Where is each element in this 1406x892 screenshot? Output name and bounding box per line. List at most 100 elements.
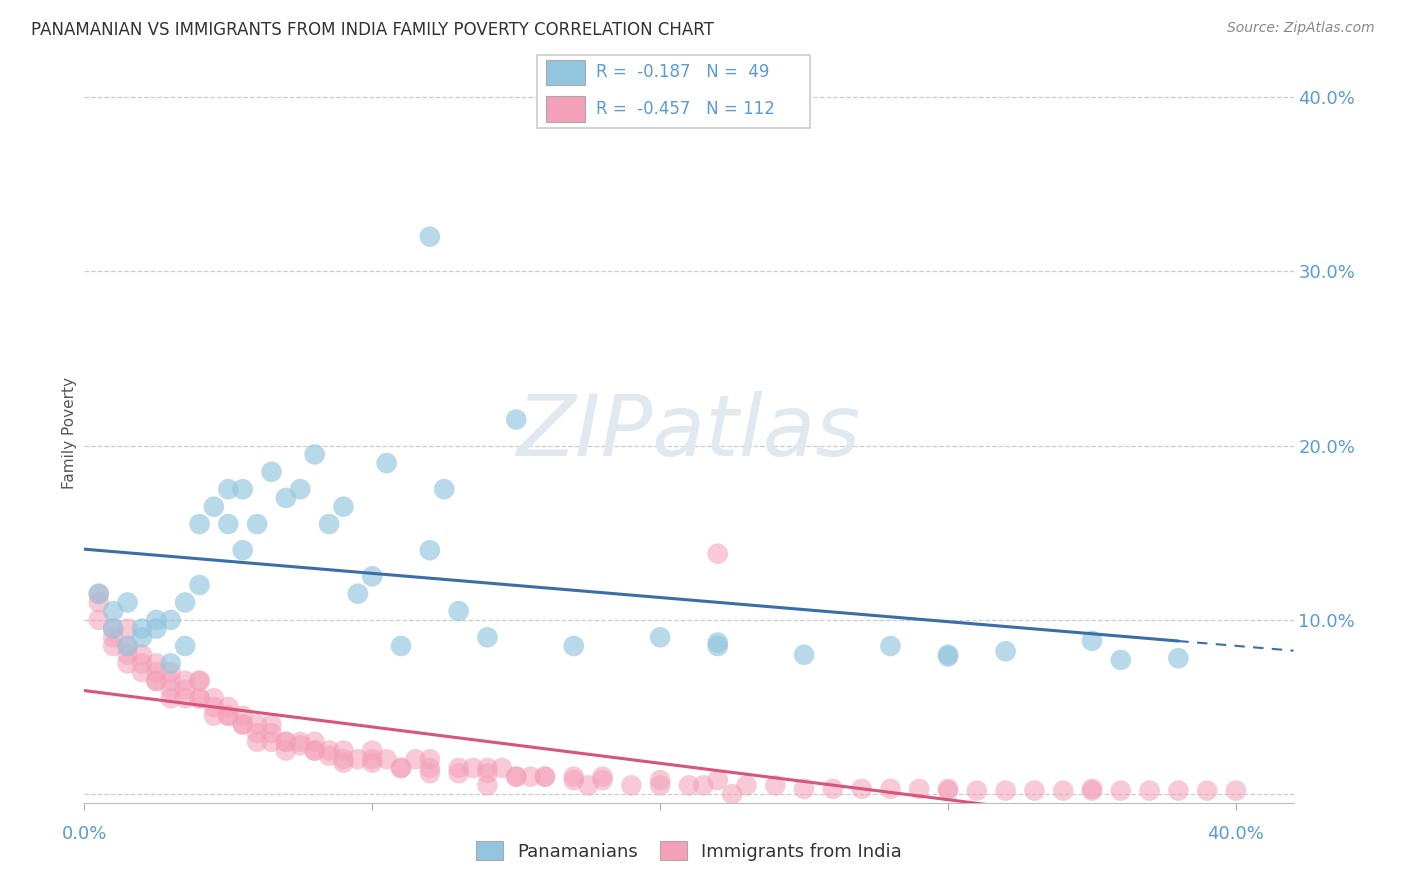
Text: R =  -0.187   N =  49: R = -0.187 N = 49 [596, 63, 769, 81]
Point [217, 517, 239, 532]
Point [217, 482, 239, 496]
Point [347, 587, 370, 601]
Point [879, 781, 901, 796]
Point [491, 761, 513, 775]
Point [290, 482, 312, 496]
Point [1024, 783, 1046, 797]
Point [246, 726, 269, 740]
Point [419, 543, 441, 558]
Point [994, 783, 1017, 797]
Point [419, 766, 441, 780]
Text: PANAMANIAN VS IMMIGRANTS FROM INDIA FAMILY POVERTY CORRELATION CHART: PANAMANIAN VS IMMIGRANTS FROM INDIA FAMI… [31, 21, 714, 38]
Point [592, 770, 614, 784]
Point [217, 708, 239, 723]
Point [477, 630, 499, 644]
Point [188, 673, 211, 688]
Point [347, 752, 370, 766]
Text: 40.0%: 40.0% [1208, 825, 1264, 844]
Point [505, 770, 527, 784]
Point [419, 752, 441, 766]
Point [404, 752, 426, 766]
Point [562, 639, 585, 653]
Point [592, 773, 614, 788]
Point [332, 752, 354, 766]
Point [1109, 653, 1132, 667]
Point [188, 691, 211, 706]
Point [650, 630, 672, 644]
Point [534, 770, 557, 784]
Point [505, 770, 527, 784]
Point [188, 673, 211, 688]
Point [174, 691, 197, 706]
Point [117, 657, 139, 671]
Point [361, 752, 384, 766]
Point [678, 778, 700, 792]
Point [793, 648, 815, 662]
Point [117, 622, 139, 636]
Point [290, 735, 312, 749]
Point [477, 778, 499, 792]
Text: 0.0%: 0.0% [62, 825, 107, 844]
Point [232, 543, 254, 558]
Point [101, 639, 124, 653]
Point [274, 491, 297, 505]
Text: ZIPatlas: ZIPatlas [517, 391, 860, 475]
Point [908, 781, 931, 796]
Point [936, 648, 959, 662]
Point [332, 743, 354, 757]
Point [131, 630, 153, 644]
Point [419, 761, 441, 775]
Point [375, 456, 398, 470]
Point [419, 229, 441, 244]
Point [274, 735, 297, 749]
Point [87, 613, 110, 627]
Point [332, 756, 354, 770]
Bar [546, 60, 585, 86]
Point [650, 778, 672, 792]
Point [461, 761, 484, 775]
Point [735, 778, 758, 792]
Point [145, 665, 167, 680]
Point [576, 778, 599, 792]
Point [389, 639, 412, 653]
Point [274, 743, 297, 757]
Point [87, 587, 110, 601]
Point [260, 735, 283, 749]
Point [145, 622, 167, 636]
Point [692, 778, 714, 792]
Point [706, 547, 728, 561]
Point [246, 717, 269, 731]
Point [389, 761, 412, 775]
Point [159, 665, 181, 680]
Point [562, 773, 585, 788]
Point [174, 595, 197, 609]
Point [936, 781, 959, 796]
Point [1167, 651, 1189, 665]
Point [145, 657, 167, 671]
Point [232, 708, 254, 723]
Point [145, 673, 167, 688]
Point [793, 781, 815, 796]
Point [361, 743, 384, 757]
Point [117, 639, 139, 653]
Point [332, 500, 354, 514]
Point [117, 639, 139, 653]
Point [936, 783, 959, 797]
Point [232, 717, 254, 731]
Point [174, 673, 197, 688]
Point [232, 482, 254, 496]
Point [1081, 633, 1104, 648]
Point [87, 595, 110, 609]
Point [217, 700, 239, 714]
Point [505, 412, 527, 426]
Point [318, 748, 340, 763]
Point [174, 639, 197, 653]
Point [447, 604, 470, 618]
Point [519, 770, 541, 784]
Point [101, 622, 124, 636]
Point [260, 717, 283, 731]
Point [389, 761, 412, 775]
Point [706, 635, 728, 649]
Point [1052, 783, 1074, 797]
Point [851, 781, 873, 796]
